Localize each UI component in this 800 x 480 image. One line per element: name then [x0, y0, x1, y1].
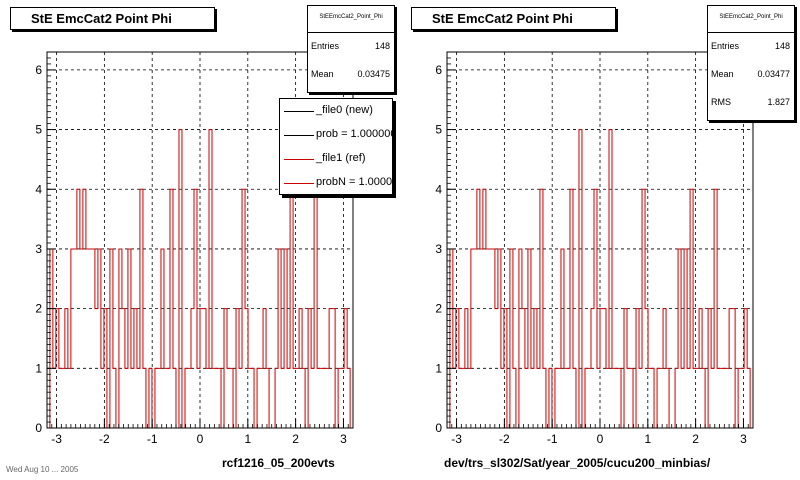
left-stats-box: StEEmcCat2_Point_Phi Entries 148 Mean 0.… — [307, 5, 395, 93]
right-y-tick-label: 4 — [435, 182, 442, 196]
left-chart-title: StE EmcCat2 Point Phi — [10, 7, 215, 30]
right-x-axis-label: dev/trs_sl302/Sat/year_2005/cucu200_minb… — [444, 456, 711, 470]
left-y-tick-label: 3 — [35, 242, 42, 256]
right-x-tick-label: -3 — [451, 432, 462, 446]
left-stats-entries-row: Entries 148 — [308, 33, 394, 61]
right-chart-title: StE EmcCat2 Point Phi — [411, 7, 616, 30]
legend-swatch — [284, 183, 314, 184]
right-x-tick-label: -2 — [499, 432, 510, 446]
legend-label: prob = 1.000000 — [316, 128, 393, 140]
right-stats-entries-value: 148 — [774, 41, 790, 51]
right-x-tick-label: 1 — [644, 432, 651, 446]
left-stats-entries-value: 148 — [374, 41, 390, 51]
left-stats-mean-label: Mean — [311, 69, 334, 79]
legend-entry: prob = 1.000000 — [280, 123, 392, 147]
left-stats-entries-label: Entries — [311, 41, 340, 51]
left-x-tick-label: 0 — [197, 432, 204, 446]
right-x-tick-label: -1 — [547, 432, 558, 446]
right-y-tick-label: 2 — [435, 302, 442, 316]
right-stats-name: StEEmcCat2_Point_Phi — [708, 6, 794, 33]
left-x-axis-label: rcf1216_05_200evts — [222, 456, 335, 470]
left-y-tick-label: 0 — [35, 421, 42, 435]
right-stats-mean-row: Mean 0.03477 — [708, 61, 794, 89]
left-stats-name: StEEmcCat2_Point_Phi — [308, 6, 394, 33]
left-y-tick-label: 6 — [35, 63, 42, 77]
right-stats-mean-value: 0.03477 — [757, 69, 790, 79]
right-y-tick-label: 0 — [435, 421, 442, 435]
left-x-tick-label: -2 — [99, 432, 110, 446]
right-stats-rms-value: 1.827 — [767, 97, 790, 107]
left-x-tick-label: 3 — [340, 432, 347, 446]
left-x-tick-label: 1 — [244, 432, 251, 446]
right-y-tick-label: 1 — [435, 361, 442, 375]
legend-swatch — [284, 159, 314, 160]
footer-timestamp: Wed Aug 10 ... 2005 — [6, 465, 79, 474]
left-histogram-series — [49, 129, 351, 429]
right-y-tick-label: 3 — [435, 242, 442, 256]
legend-entry: probN = 1.000000 — [280, 171, 393, 194]
right-x-tick-label: 2 — [692, 432, 699, 446]
right-x-tick-label: 0 — [597, 432, 604, 446]
right-stats-mean-label: Mean — [711, 69, 734, 79]
left-y-tick-label: 1 — [35, 361, 42, 375]
left-y-tick-label: 2 — [35, 302, 42, 316]
right-stats-rms-row: RMS 1.827 — [708, 89, 794, 117]
left-y-tick-label: 4 — [35, 182, 42, 196]
right-histogram-series — [449, 129, 751, 429]
legend-swatch — [284, 111, 314, 112]
right-stats-entries-row: Entries 148 — [708, 33, 794, 61]
right-stats-rms-label: RMS — [711, 97, 731, 107]
right-stats-entries-label: Entries — [711, 41, 740, 51]
legend-label: _file1 (ref) — [316, 152, 366, 164]
legend-label: probN = 1.000000 — [316, 176, 393, 188]
left-stats-mean-value: 0.03475 — [357, 69, 390, 79]
right-y-tick-label: 6 — [435, 63, 442, 77]
legend-entry: _file0 (new) — [280, 99, 392, 123]
right-x-tick-label: 3 — [740, 432, 747, 446]
left-stats-mean-row: Mean 0.03475 — [308, 61, 394, 89]
left-legend: _file0 (new) prob = 1.000000 _file1 (ref… — [279, 98, 393, 195]
legend-entry: _file1 (ref) — [280, 147, 392, 171]
legend-label: _file0 (new) — [316, 104, 373, 116]
left-x-tick-label: -3 — [51, 432, 62, 446]
right-stats-box: StEEmcCat2_Point_Phi Entries 148 Mean 0.… — [707, 5, 795, 121]
left-x-tick-label: 2 — [292, 432, 299, 446]
legend-swatch — [284, 135, 314, 136]
left-y-tick-label: 5 — [35, 123, 42, 137]
left-x-tick-label: -1 — [147, 432, 158, 446]
right-y-tick-label: 5 — [435, 123, 442, 137]
